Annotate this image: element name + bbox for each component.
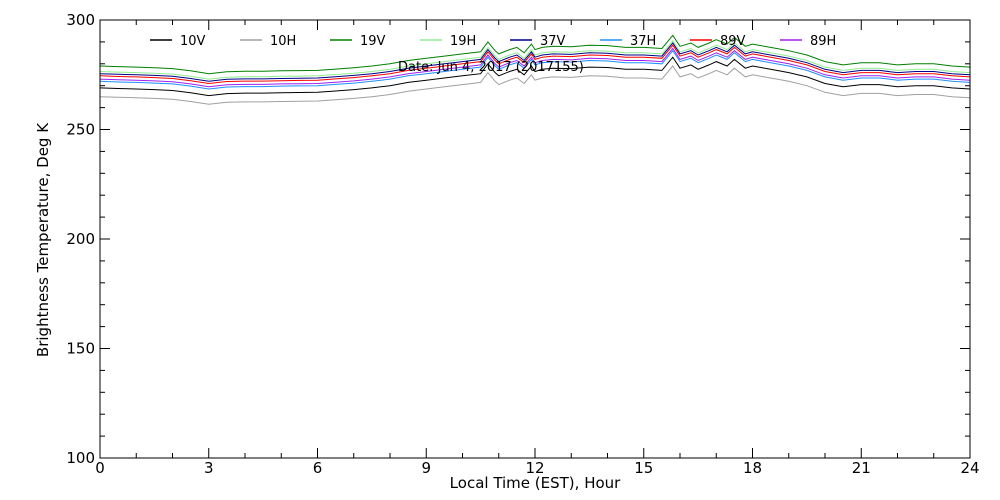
legend: 10V 10H 19V 19H 37V 37H 89V 89H bbox=[150, 34, 836, 49]
x-tick-label: 18 bbox=[743, 459, 762, 477]
legend-label-37v: 37V bbox=[540, 34, 566, 49]
legend-label-10v: 10V bbox=[180, 34, 206, 49]
legend-label-89v: 89V bbox=[720, 34, 746, 49]
series-line-19h bbox=[99, 39, 971, 80]
y-tick-label: 200 bbox=[66, 230, 95, 248]
x-tick-label: 0 bbox=[95, 459, 105, 477]
legend-label-19h: 19H bbox=[450, 34, 476, 49]
series-line-10h bbox=[99, 65, 971, 105]
x-tick-label: 15 bbox=[634, 459, 653, 477]
legend-label-10h: 10H bbox=[270, 34, 296, 49]
y-tick-label: 250 bbox=[66, 121, 95, 139]
legend-label-19v: 19V bbox=[360, 34, 386, 49]
legend-label-89h: 89H bbox=[810, 34, 836, 49]
series-layer bbox=[99, 34, 971, 105]
x-tick-label: 12 bbox=[525, 459, 544, 477]
series-line-10v bbox=[99, 56, 971, 97]
y-tick-label: 300 bbox=[66, 11, 95, 29]
y-tick-label: 100 bbox=[66, 449, 95, 467]
x-tick-label: 24 bbox=[960, 459, 979, 477]
y-tick-label: 150 bbox=[66, 340, 95, 358]
x-axis-label: Local Time (EST), Hour bbox=[450, 474, 621, 492]
legend-label-37h: 37H bbox=[630, 34, 656, 49]
axes-layer: 0 3 6 9 12 15 18 21 24 100 150 200 250 300 bbox=[66, 11, 979, 477]
y-axis-label: Brightness Temperature, Deg K bbox=[34, 122, 52, 357]
series-line-37h bbox=[99, 49, 971, 90]
date-annotation: Date: Jun 4, 2017 (2017155) bbox=[398, 60, 584, 75]
x-tick-label: 9 bbox=[421, 459, 431, 477]
series-line-89v bbox=[99, 44, 971, 85]
x-tick-label: 6 bbox=[313, 459, 323, 477]
series-line-19v bbox=[99, 34, 971, 75]
x-tick-label: 21 bbox=[852, 459, 871, 477]
series-line-37v bbox=[99, 42, 971, 82]
x-tick-label: 3 bbox=[204, 459, 214, 477]
series-line-89h bbox=[99, 47, 971, 88]
